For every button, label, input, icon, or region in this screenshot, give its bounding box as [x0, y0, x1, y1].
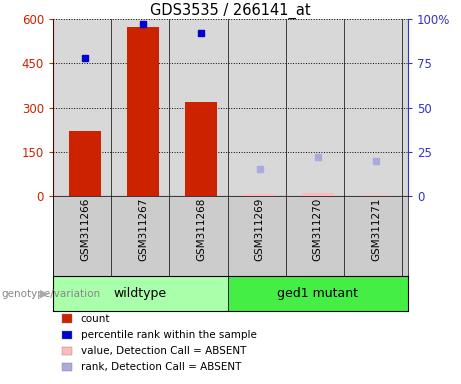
Bar — [69, 131, 101, 196]
Text: GSM311269: GSM311269 — [254, 197, 265, 261]
Bar — [302, 194, 334, 196]
Text: ▶: ▶ — [40, 289, 48, 299]
Text: rank, Detection Call = ABSENT: rank, Detection Call = ABSENT — [81, 362, 241, 372]
Text: wildtype: wildtype — [114, 287, 167, 300]
Bar — [53, 276, 228, 311]
Bar — [243, 194, 276, 196]
Text: percentile rank within the sample: percentile rank within the sample — [81, 330, 257, 340]
Text: ged1 mutant: ged1 mutant — [277, 287, 358, 300]
Bar — [185, 102, 218, 196]
Text: GSM311271: GSM311271 — [371, 197, 381, 261]
Bar — [127, 26, 159, 196]
Text: GSM311268: GSM311268 — [196, 197, 207, 261]
Text: value, Detection Call = ABSENT: value, Detection Call = ABSENT — [81, 346, 246, 356]
Title: GDS3535 / 266141_at: GDS3535 / 266141_at — [150, 3, 311, 19]
Text: GSM311266: GSM311266 — [80, 197, 90, 261]
Text: genotype/variation: genotype/variation — [1, 289, 100, 299]
Bar — [228, 276, 408, 311]
Text: GSM311270: GSM311270 — [313, 197, 323, 261]
Bar — [360, 195, 392, 196]
Text: GSM311267: GSM311267 — [138, 197, 148, 261]
Text: count: count — [81, 314, 110, 324]
